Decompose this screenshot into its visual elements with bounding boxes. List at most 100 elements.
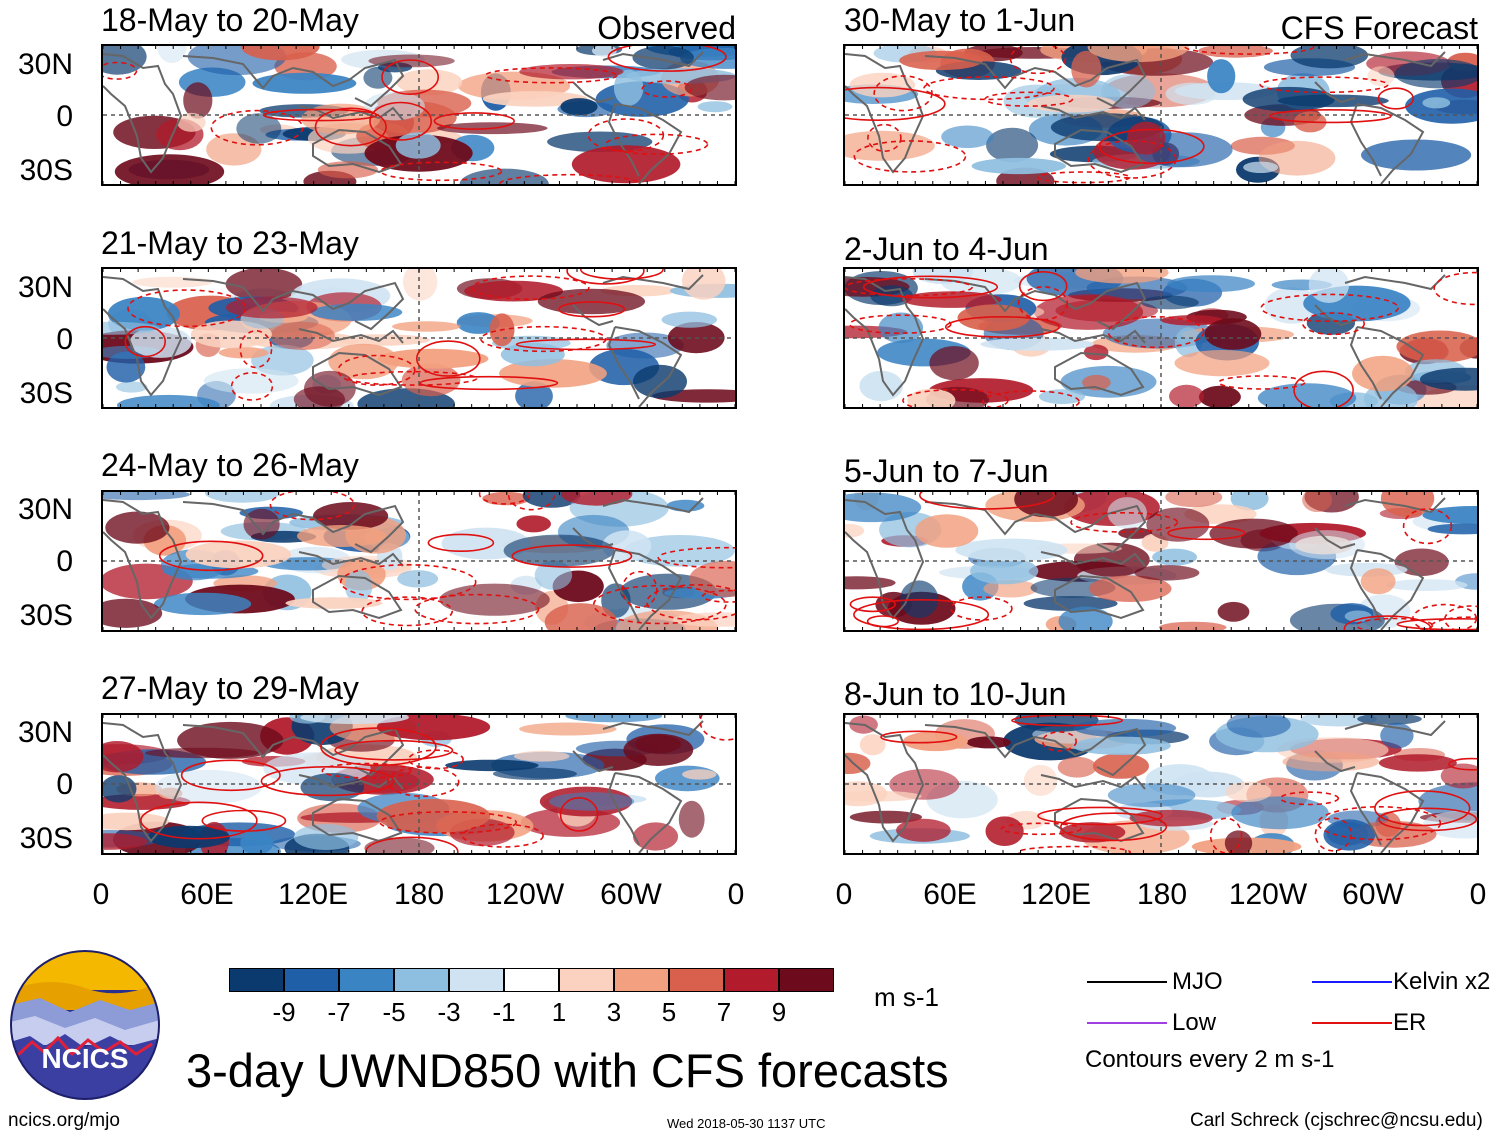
map-panel — [101, 490, 737, 632]
coastline — [1349, 103, 1382, 177]
coastline — [182, 55, 405, 108]
er-contour — [103, 61, 138, 80]
wind-anomaly-patch — [1427, 523, 1477, 535]
er-contour — [867, 123, 902, 152]
logo-text: NCICS — [41, 1043, 129, 1074]
wind-anomaly-patch — [335, 334, 430, 346]
wind-anomaly-patch — [697, 101, 733, 113]
coastline — [1040, 551, 1146, 567]
wind-anomaly-patch — [103, 321, 160, 335]
coastline — [1344, 274, 1446, 291]
wind-anomaly-patch — [941, 125, 994, 149]
panel-title: 18-May to 20-May — [101, 2, 359, 38]
er-contour — [1018, 271, 1068, 302]
wind-anomaly-patch — [218, 347, 269, 359]
wind-anomaly-patch — [1289, 530, 1366, 560]
wind-anomaly-patch — [240, 46, 320, 61]
wind-anomaly-patch — [633, 364, 687, 399]
wind-anomaly-patch — [565, 715, 663, 723]
wind-anomaly-patch — [1057, 756, 1097, 778]
er-contour — [1060, 812, 1168, 842]
coastline — [602, 51, 704, 68]
wind-anomaly-patch — [117, 394, 220, 407]
colorbar-bin — [779, 968, 834, 992]
map-panel — [843, 267, 1479, 409]
wind-anomaly-patch — [252, 72, 357, 94]
wind-anomaly-patch — [681, 269, 726, 300]
lon-label: 120E — [1020, 878, 1092, 911]
er-contour — [381, 59, 440, 96]
coastline — [602, 720, 704, 737]
er-contour — [478, 492, 531, 505]
coastline — [312, 128, 403, 174]
lon-label: 0 — [92, 878, 110, 911]
er-contour — [580, 269, 664, 280]
wind-anomaly-patch — [297, 525, 387, 547]
wind-anomaly-patch — [1225, 781, 1272, 802]
wind-anomaly-patch — [482, 492, 531, 506]
panel-title: 21-May to 23-May — [101, 225, 359, 261]
wind-anomaly-patch — [376, 715, 491, 741]
wind-anomaly-patch — [1386, 579, 1468, 591]
wind-anomaly-patch — [986, 127, 1039, 163]
lat-label: 30S — [19, 154, 73, 187]
wind-anomaly-patch — [300, 715, 409, 724]
wind-anomaly-patch — [623, 733, 694, 766]
er-contour — [1167, 526, 1246, 541]
wind-anomaly-patch — [155, 769, 262, 804]
coastline — [607, 103, 640, 177]
wind-anomaly-patch — [1093, 753, 1149, 779]
wind-anomaly-patch — [849, 810, 922, 824]
wind-anomaly-patch — [1088, 575, 1172, 602]
wind-anomaly-patch — [514, 750, 570, 762]
wind-anomaly-patch — [606, 332, 684, 359]
er-contour — [484, 67, 618, 84]
colorbar-bin — [394, 968, 449, 992]
er-contour — [1430, 616, 1477, 630]
coastline — [607, 549, 640, 623]
er-contour — [314, 107, 387, 147]
ncics-logo[interactable]: NCICS — [10, 950, 160, 1100]
er-contour — [559, 797, 599, 832]
wind-anomaly-patch — [190, 320, 272, 349]
wind-anomaly-patch — [1146, 507, 1210, 542]
er-contour — [880, 730, 958, 744]
wind-anomaly-patch — [534, 560, 573, 590]
ncics-link[interactable]: ncics.org/mjo — [8, 1110, 120, 1131]
coastline — [845, 499, 925, 620]
coastline — [1356, 772, 1425, 853]
lon-label: 120E — [277, 878, 349, 911]
er-contour — [1279, 791, 1340, 806]
wind-anomaly-patch — [1174, 327, 1203, 358]
lat-label: 30N — [17, 716, 73, 749]
legend-label-mjo: MJO — [1172, 968, 1223, 995]
wind-anomaly-patch — [845, 492, 922, 523]
wind-anomaly-patch — [103, 812, 169, 831]
wind-anomaly-patch — [1394, 59, 1477, 89]
wind-anomaly-patch — [1034, 294, 1144, 330]
wind-anomaly-patch — [185, 540, 292, 569]
er-contour — [407, 749, 464, 770]
er-contour — [1448, 757, 1477, 771]
wind-anomaly-patch — [1209, 518, 1298, 549]
wind-anomaly-patch — [678, 800, 705, 838]
wind-anomaly-patch — [1419, 367, 1477, 391]
wind-anomaly-patch — [116, 381, 148, 393]
er-contour — [433, 112, 515, 130]
coastline — [1349, 772, 1382, 846]
er-contour — [984, 91, 1074, 107]
coastline — [312, 574, 403, 620]
coastline — [1349, 326, 1382, 400]
coastline — [1054, 128, 1145, 174]
forecast-label: CFS Forecast — [1280, 10, 1478, 46]
er-contour — [1444, 605, 1477, 630]
lon-label: 60W — [600, 878, 662, 911]
coastline — [924, 724, 1147, 777]
er-contour — [607, 46, 727, 72]
wind-anomaly-patch — [889, 769, 960, 800]
wind-anomaly-patch — [519, 64, 624, 80]
wind-anomaly-patch — [177, 112, 206, 132]
wind-anomaly-patch — [682, 769, 717, 780]
coastline — [602, 497, 704, 514]
wind-anomaly-patch — [445, 759, 539, 772]
